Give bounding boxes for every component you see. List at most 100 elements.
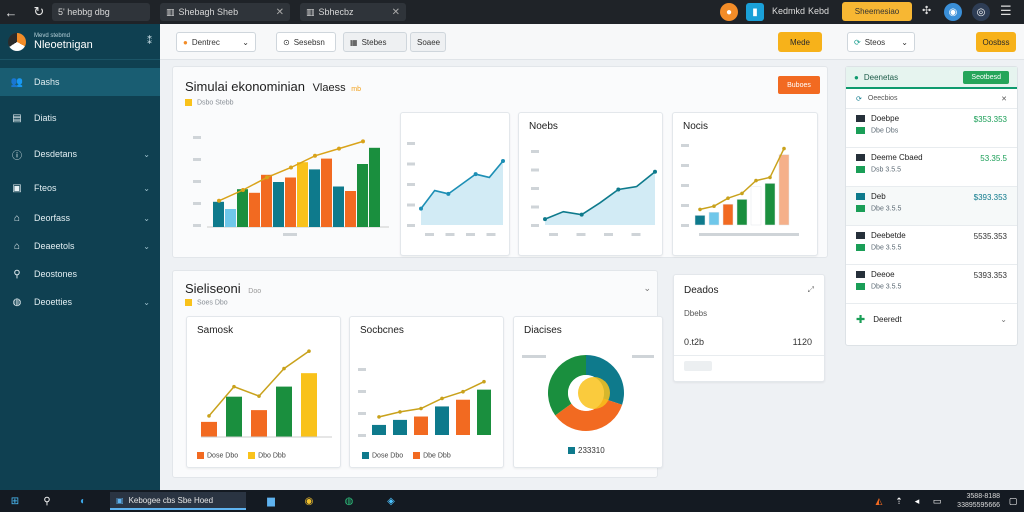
network-icon[interactable]: ⇡ — [895, 495, 903, 506]
account-row[interactable]: Deb Dbe 3.5.5 $393.353 — [846, 187, 1017, 226]
app-icon-blue[interactable]: ◈ — [387, 495, 395, 507]
search-icon[interactable]: ⚲ — [43, 495, 51, 507]
status-select[interactable]: ⟳ Steos ⌄ — [847, 32, 915, 52]
line-point — [419, 206, 423, 211]
area-line — [420, 160, 504, 210]
accounts-action-label: Seotbesd — [971, 73, 1001, 81]
menu-icon[interactable]: ☰ — [1000, 3, 1012, 18]
y-tick — [193, 158, 201, 161]
legend-swatch — [185, 299, 192, 306]
combo-chart-1 — [177, 115, 401, 255]
browser-tab-3[interactable]: ▥ Sbhecbz ✕ — [300, 3, 406, 21]
taskbar-app-button[interactable]: ▣ Kebogee cbs Sbe Hoed — [110, 492, 246, 510]
sidebar-item-dashs[interactable]: 👥 Dashs — [0, 68, 160, 96]
x-tick — [486, 233, 496, 236]
notification-icon[interactable]: ◭ — [875, 495, 883, 506]
chrome-icon[interactable]: ◉ — [304, 495, 314, 507]
sidebar-item-label: Fteos — [34, 183, 57, 193]
bar — [249, 192, 260, 227]
card-title: Nocis — [683, 121, 709, 132]
y-tick — [531, 205, 539, 209]
account-row[interactable]: Deebetde Dbe 3.5.5 5535.353 — [846, 226, 1017, 265]
browser-tab-2[interactable]: ▥ Shebagh Sheb ✕ — [160, 3, 290, 21]
account-name: Doebpe — [871, 114, 900, 123]
line-point — [313, 153, 317, 158]
account-row[interactable]: Doebpe Dbe Dbs $353.353 — [846, 109, 1017, 148]
back-arrow-icon[interactable]: ← — [4, 4, 18, 20]
donut-inner — [578, 377, 610, 409]
expand-icon[interactable]: ⤢ — [807, 285, 814, 294]
accounts-footer[interactable]: ✚ Deeredt ⌄ — [846, 304, 1017, 334]
line-point — [289, 165, 293, 170]
mode-button[interactable]: Mede — [778, 32, 822, 52]
sign-in-button[interactable]: Sheemesiao — [842, 2, 912, 21]
label-line — [632, 355, 654, 358]
toolbar-button-3[interactable]: ▦ Stebes — [343, 32, 407, 52]
account-row[interactable]: Deeme Cbaed Dsb 3.5.5 53.35.5 — [846, 148, 1017, 187]
account-amount: $353.353 — [973, 115, 1007, 124]
chart-card-3: Noebs — [518, 112, 663, 256]
accounts-panel: ● Deenetas Seotbesd ⟳ Oeecbios ✕ Doebpe … — [845, 66, 1018, 346]
panel-action-button[interactable]: Buboes — [778, 76, 820, 94]
sidebar-item-desdetans[interactable]: ⓘ Desdetans ⌄ — [0, 140, 160, 168]
close-icon[interactable]: ✕ — [275, 6, 284, 18]
edge-browser-icon[interactable]: ◐ — [79, 495, 87, 507]
bar — [357, 164, 368, 227]
battery-icon[interactable]: ▭ — [932, 495, 942, 506]
app-icon-green[interactable]: ◍ — [344, 495, 354, 507]
collapse-icon[interactable]: ⁑ — [147, 36, 152, 47]
chart-card-6: Socbcnes Dose Dbo Dbe Dbb — [349, 316, 504, 468]
extension-icon[interactable]: ● — [720, 3, 738, 21]
sidebar: Mevd stebmd Nleoetnigan ⁑ 👥 Dashs ▤ Diat… — [0, 24, 160, 490]
taskbar: ⊞ ⚲ ◐ ▣ Kebogee cbs Sbe Hoed ▆ ◉ ◍ ◈ ◭ ⇡… — [0, 490, 1024, 512]
reload-icon[interactable]: ↻ — [33, 4, 45, 19]
clock[interactable]: 3588-8188 33895595666 — [952, 492, 1000, 510]
toolbar-button-2[interactable]: ⊙ Sesebsn — [276, 32, 336, 52]
bar — [393, 419, 407, 435]
stat-card: Deados ⤢ Dbebs 0.t2b 1120 — [673, 274, 825, 382]
action-button[interactable]: Oosbss — [976, 32, 1016, 52]
account-row[interactable]: Deeoe Dbe 3.5.5 5393.353 — [846, 265, 1017, 304]
notifications-icon[interactable]: ▢ — [1008, 495, 1018, 506]
donut-slice — [555, 398, 623, 431]
sidebar-item-deostones[interactable]: ⚲ Deostones — [0, 260, 160, 288]
x-tick — [445, 233, 455, 236]
profile-icon[interactable]: ◎ — [972, 3, 990, 21]
pin-icon[interactable]: ✣ — [922, 5, 932, 17]
sidebar-item-deaeetols[interactable]: ⌂ Deaeetols ⌄ — [0, 232, 160, 260]
volume-icon[interactable]: ◂ — [914, 495, 920, 506]
bookmark-icon[interactable]: ▮ — [746, 3, 764, 21]
legend-label: Dsbo Stebb — [196, 99, 234, 107]
bar — [321, 158, 332, 227]
close-icon[interactable]: ✕ — [1001, 95, 1007, 103]
account-sub: Dbe 3.5.5 — [871, 283, 902, 291]
y-tick — [358, 434, 366, 437]
sidebar-item-diatis[interactable]: ▤ Diatis — [0, 104, 160, 132]
x-tick — [631, 233, 641, 236]
card-icon — [856, 232, 865, 240]
x-label — [283, 233, 297, 236]
toolbar-button-4[interactable]: Soaee — [410, 32, 446, 52]
y-tick — [681, 164, 689, 167]
sidebar-item-label: Deorfass — [34, 213, 71, 223]
account-name: Deb — [871, 192, 886, 201]
chevron-down-icon: ⌄ — [242, 37, 249, 47]
sidebar-item-fteos[interactable]: ▣ Fteos ⌄ — [0, 174, 160, 202]
accounts-action-button[interactable]: Seotbesd — [963, 70, 1009, 84]
legend-swatch — [185, 99, 192, 106]
account-amount: 5535.353 — [973, 232, 1007, 241]
account-sub: Dbe 3.5.5 — [871, 205, 902, 213]
brand-caption: Mevd stebmd — [34, 32, 71, 39]
view-select[interactable]: ● Dentrec ⌄ — [176, 32, 256, 52]
account-sub: Dsb 3.5.5 — [871, 166, 901, 174]
avatar[interactable]: ◉ — [944, 3, 962, 21]
sidebar-item-deorfass[interactable]: ⌂ Deorfass ⌄ — [0, 204, 160, 232]
chart-card-5: Samosk Dose Dbo Dbo Dbb — [186, 316, 341, 468]
browser-tab-1[interactable]: 5' hebbg dbg — [52, 3, 150, 21]
windows-start-icon[interactable]: ⊞ — [10, 495, 20, 507]
sidebar-item-deoetties[interactable]: ◍ Deoetties ⌄ — [0, 288, 160, 316]
y-tick — [358, 368, 366, 371]
chevron-down-icon[interactable]: ⌄ — [643, 283, 651, 293]
close-icon[interactable]: ✕ — [391, 6, 400, 18]
folder-icon[interactable]: ▆ — [267, 495, 275, 507]
